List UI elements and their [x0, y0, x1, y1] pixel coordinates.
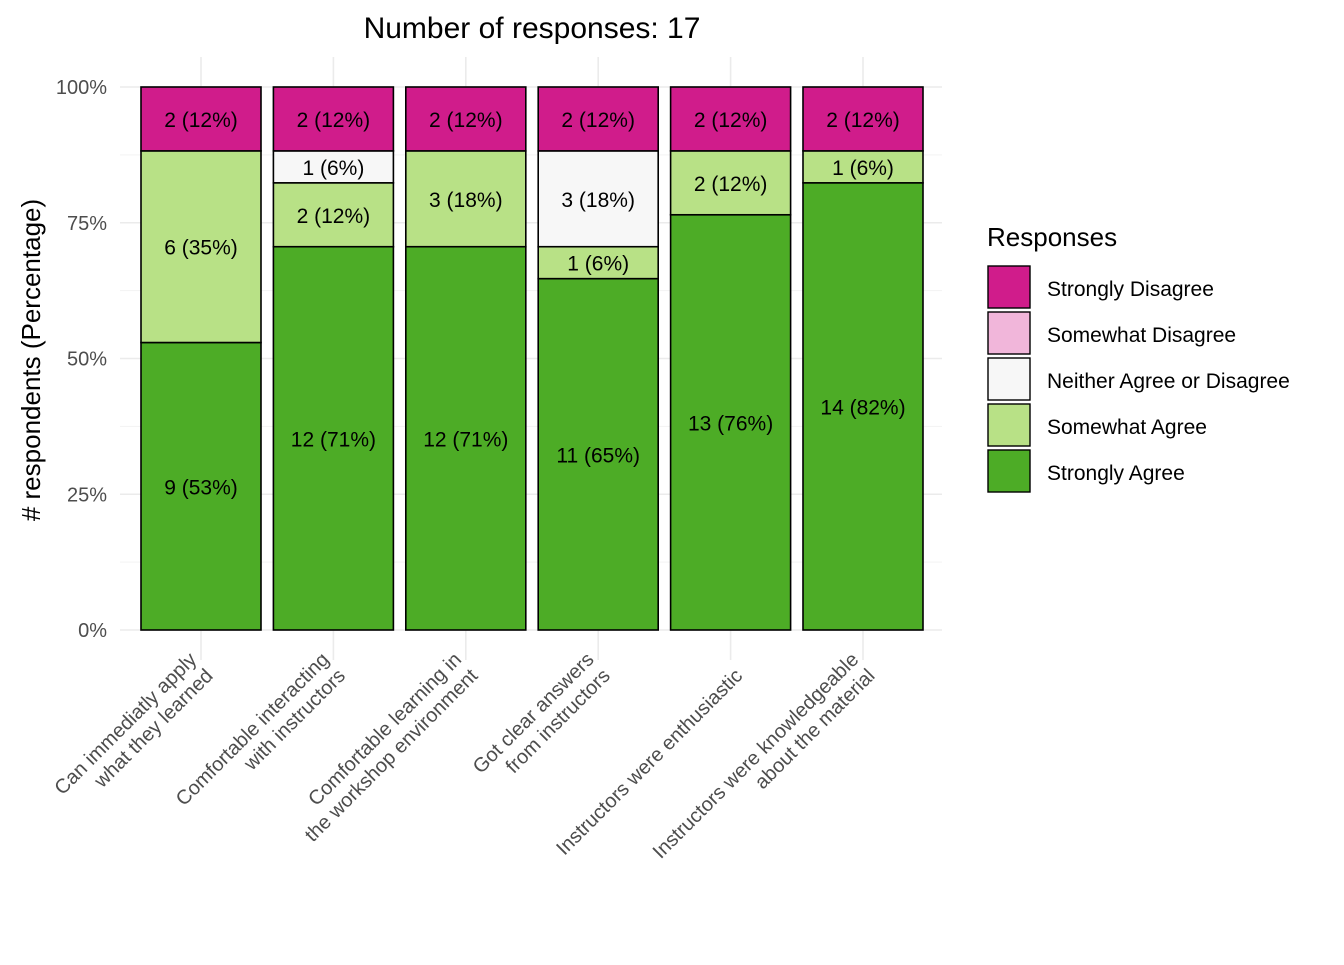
- legend: Responses Strongly Disagree Somewhat Disa…: [987, 222, 1290, 493]
- legend-label: Strongly Agree: [1047, 462, 1185, 485]
- bar-segment-label: 2 (12%): [826, 109, 900, 132]
- y-axis-ticks: 0% 25% 50% 75% 100%: [56, 77, 107, 642]
- bar-segment-label: 14 (82%): [820, 396, 905, 419]
- bar-segment: [669, 213, 792, 631]
- y-tick-label: 0%: [78, 620, 107, 642]
- legend-swatch: [987, 311, 1031, 355]
- bar-segment: [537, 86, 660, 152]
- bar-segment-label: 2 (12%): [561, 109, 635, 132]
- bar-segment-label: 9 (53%): [164, 476, 238, 499]
- bar-segment-label: 2 (12%): [429, 109, 503, 132]
- bar-segment: [404, 245, 527, 631]
- bar-segment-label: 1 (6%): [302, 157, 364, 180]
- bar-segment: [140, 150, 262, 344]
- legend-label: Strongly Disagree: [1047, 278, 1214, 301]
- bar-segment: [404, 86, 527, 152]
- legend-label: Somewhat Agree: [1047, 416, 1207, 439]
- bar-segment-label: 11 (65%): [556, 444, 640, 467]
- bar-segment-label: 13 (76%): [688, 412, 773, 435]
- bar-segment-label: 12 (71%): [423, 428, 508, 451]
- bar-segment: [537, 245, 660, 280]
- bar-segment: [404, 150, 527, 248]
- bar-segment: [272, 182, 395, 248]
- bar-segment-label: 1 (6%): [832, 157, 894, 180]
- bar-segment-label: 1 (6%): [567, 253, 629, 276]
- bar-segment: [272, 150, 395, 184]
- bar-segment: [802, 86, 924, 152]
- bar-segment-label: 3 (18%): [429, 189, 503, 212]
- legend-title: Responses: [987, 222, 1117, 252]
- legend-swatch: [987, 265, 1031, 309]
- bar-segment-label: 6 (35%): [164, 237, 238, 260]
- bar-segment: [669, 86, 792, 152]
- bars: 9 (53%) 6 (35%) 2 (12%) 12 (71%) 2 (12%) 1 (6…: [140, 86, 924, 631]
- bar-segment: [537, 150, 660, 248]
- bar-segment-label: 3 (18%): [561, 189, 635, 212]
- bar-segment: [140, 341, 262, 631]
- legend-label: Somewhat Disagree: [1047, 324, 1236, 347]
- y-tick-label: 100%: [56, 77, 107, 99]
- y-axis-label: # respondents (Percentage): [16, 199, 46, 521]
- bar-segment: [272, 245, 395, 631]
- bar-segment: [272, 86, 395, 152]
- x-tick-label-line: Can immediatly apply: [50, 649, 201, 800]
- y-tick-label: 50%: [67, 349, 107, 371]
- bar-segment: [802, 182, 924, 631]
- y-tick-label: 25%: [67, 484, 107, 506]
- bar-segment-label: 2 (12%): [694, 109, 768, 132]
- bar-segment: [140, 86, 262, 152]
- chart-title: Number of responses: 17: [364, 12, 701, 45]
- y-tick-label: 75%: [67, 213, 107, 235]
- bar-segment-label: 2 (12%): [164, 109, 238, 132]
- x-tick-label-line: Instructors were knowledgeable: [649, 649, 863, 863]
- bar-segment-label: 2 (12%): [297, 205, 371, 228]
- legend-swatch: [987, 403, 1031, 447]
- legend-swatch: [987, 357, 1031, 401]
- bar-segment-label: 12 (71%): [291, 428, 376, 451]
- legend-label: Neither Agree or Disagree: [1047, 370, 1290, 393]
- bar-segment-label: 2 (12%): [694, 173, 768, 196]
- bar-segment: [537, 277, 660, 631]
- bar-segment-label: 2 (12%): [297, 109, 371, 132]
- legend-swatch: [987, 449, 1031, 493]
